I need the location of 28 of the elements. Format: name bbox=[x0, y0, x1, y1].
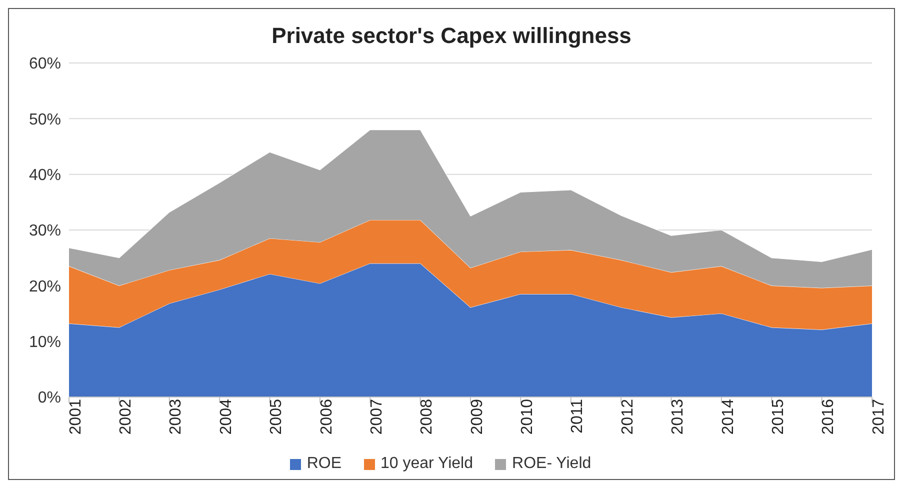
y-tick-label: 40% bbox=[28, 167, 61, 184]
x-tick-label: 2012 bbox=[619, 398, 636, 435]
x-tick-label: 2017 bbox=[870, 398, 888, 435]
chart-title: Private sector's Capex willingness bbox=[270, 23, 632, 50]
y-tick-label: 0% bbox=[38, 390, 61, 407]
x-tick-label: 2002 bbox=[118, 398, 135, 435]
y-tick-label: 60% bbox=[28, 56, 61, 73]
x-tick-label: 2014 bbox=[720, 398, 737, 435]
x-tick-label: 2009 bbox=[468, 398, 486, 435]
x-tick-label: 2011 bbox=[569, 398, 586, 434]
x-tick-label: 2016 bbox=[820, 398, 838, 435]
x-tick-label: 2007 bbox=[368, 398, 386, 435]
x-tick-label: 2013 bbox=[670, 398, 687, 435]
x-tick-label: 2004 bbox=[218, 398, 235, 435]
x-tick-label: 2003 bbox=[168, 398, 185, 435]
x-tick-label: 2010 bbox=[519, 398, 536, 435]
legend-label: 10 year Yield bbox=[380, 455, 474, 473]
x-tick-label: 2015 bbox=[770, 398, 787, 435]
legend-label: ROE bbox=[306, 455, 342, 473]
y-tick-label: 10% bbox=[28, 334, 61, 352]
y-tick-label: 50% bbox=[28, 111, 61, 128]
x-tick-label: 2008 bbox=[418, 398, 436, 435]
x-tick-label: 2006 bbox=[318, 398, 336, 435]
legend-label: ROE- Yield bbox=[512, 455, 592, 473]
y-tick-label: 30% bbox=[28, 222, 61, 240]
y-tick-label: 20% bbox=[28, 278, 61, 296]
x-tick-label: 2001 bbox=[67, 398, 84, 435]
x-tick-label: 2005 bbox=[268, 398, 286, 435]
